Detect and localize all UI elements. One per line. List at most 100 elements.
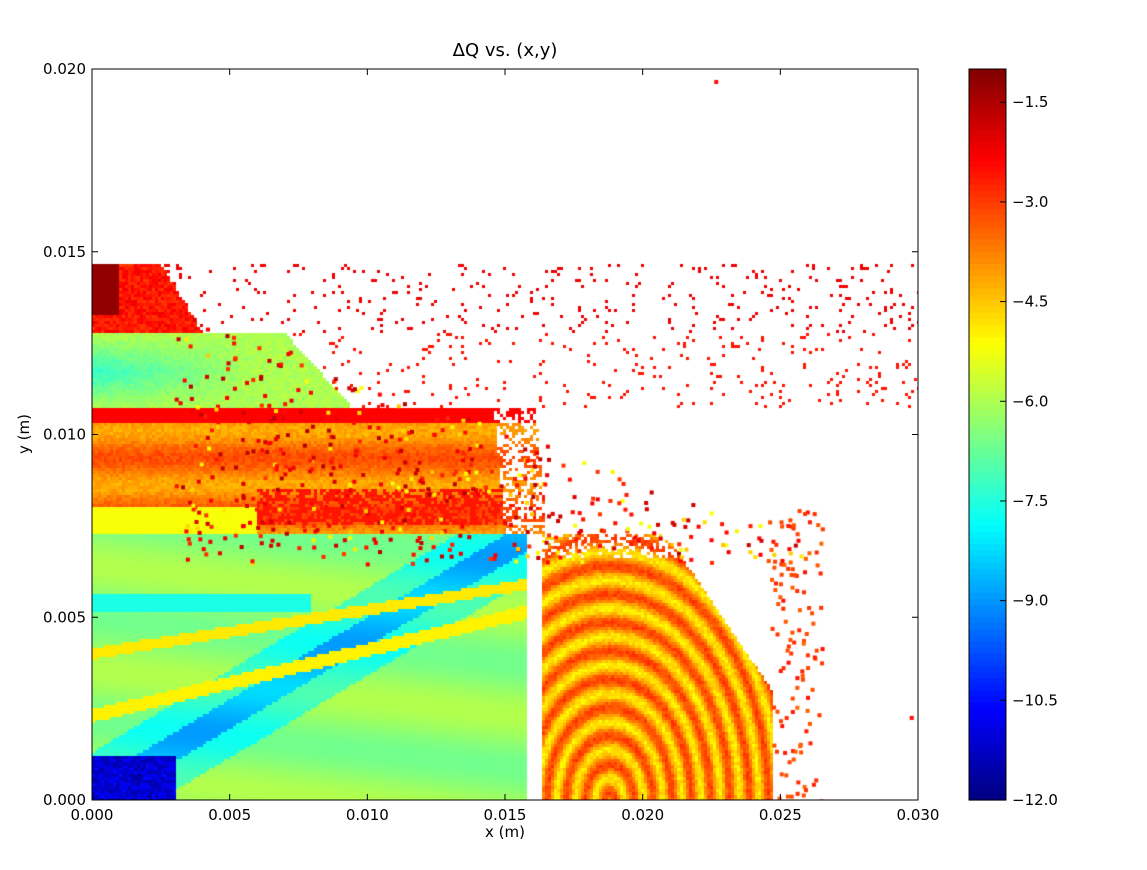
colorbar-segment (969, 574, 1006, 582)
colorbar-segment (969, 99, 1006, 107)
colorbar-segment (969, 300, 1006, 308)
colorbar-segment (969, 117, 1006, 125)
colorbar-segment (969, 647, 1006, 655)
colorbar-segment (969, 148, 1006, 155)
colorbar-tick-label: −4.5 (1012, 293, 1048, 311)
colorbar-segment (969, 592, 1006, 600)
colorbar-segment (969, 696, 1006, 704)
colorbar-segment (969, 611, 1006, 618)
colorbar-segment (969, 312, 1006, 320)
colorbar-segment (969, 136, 1006, 143)
x-axis: 0.000 0.005 0.010 0.015 0.020 0.025 0.030 (71, 69, 940, 824)
colorbar-segment (969, 598, 1006, 606)
colorbar-segment (969, 605, 1006, 612)
colorbar-segment (969, 653, 1006, 661)
y-tick-label: 0.005 (43, 608, 86, 626)
x-tick-label: 0.020 (621, 806, 664, 824)
colorbar-segment (969, 385, 1006, 393)
colorbar-segment (969, 550, 1006, 557)
heatmap-plot-area (92, 69, 918, 800)
colorbar-segment (969, 629, 1006, 637)
colorbar-tick-label: −6.0 (1012, 392, 1048, 410)
colorbar-segment (969, 87, 1006, 94)
y-tick-label: 0.020 (43, 60, 86, 78)
colorbar-segment (969, 568, 1006, 576)
colorbar-segment (969, 397, 1006, 405)
colorbar-segment (969, 769, 1006, 777)
colorbar-segment (969, 221, 1006, 228)
colorbar-segment (969, 446, 1006, 454)
colorbar-segment (969, 355, 1006, 362)
x-tick-label: 0.030 (897, 806, 940, 824)
x-tick-label: 0.015 (484, 806, 527, 824)
colorbar-segment (969, 337, 1006, 344)
x-tick-label: 0.025 (759, 806, 802, 824)
colorbar-segment (969, 422, 1006, 430)
colorbar-segment (969, 190, 1006, 198)
colorbar-segment (969, 757, 1006, 765)
colorbar-segment (969, 726, 1006, 734)
colorbar-segment (969, 751, 1006, 758)
colorbar-segment (969, 105, 1006, 113)
colorbar-segment (969, 81, 1006, 88)
colorbar-segment (969, 379, 1006, 387)
colorbar-segment (969, 270, 1006, 277)
colorbar-segment (969, 623, 1006, 631)
colorbar-segment (969, 209, 1006, 216)
x-tick-label: 0.010 (346, 806, 389, 824)
colorbar-segment (969, 111, 1006, 119)
x-axis-label: x (m) (485, 823, 525, 841)
colorbar-tick-label: −10.5 (1012, 691, 1058, 709)
colorbar-segment (969, 343, 1006, 350)
colorbar-segment (969, 787, 1006, 795)
colorbar-segment (969, 635, 1006, 643)
colorbar-segment (969, 318, 1006, 326)
y-tick-label: 0.010 (43, 426, 86, 444)
heatmap-image (92, 69, 918, 800)
colorbar-segment (969, 349, 1006, 356)
colorbar-segment (969, 519, 1006, 527)
colorbar-tick-label: −9.0 (1012, 592, 1048, 610)
colorbar-segment (969, 288, 1006, 295)
colorbar-segment (969, 69, 1006, 76)
colorbar-segment (969, 434, 1006, 442)
colorbar-segment (969, 245, 1006, 253)
colorbar-segment (969, 154, 1006, 161)
colorbar-segment (969, 464, 1006, 472)
colorbar-segment (969, 544, 1006, 551)
colorbar-segment (969, 538, 1006, 545)
colorbar-segment (969, 471, 1006, 478)
colorbar-segment (969, 172, 1006, 180)
colorbar-segment (969, 641, 1006, 649)
colorbar-segment (969, 531, 1006, 539)
colorbar-segment (969, 720, 1006, 728)
colorbar-segment (969, 739, 1006, 746)
colorbar-segment (969, 129, 1006, 137)
colorbar-segment (969, 410, 1006, 417)
colorbar-segment (969, 702, 1006, 710)
colorbar-segment (969, 215, 1006, 222)
colorbar-segment (969, 793, 1006, 801)
colorbar-segment (969, 257, 1006, 265)
colorbar-segment (969, 562, 1006, 570)
colorbar-segment (969, 501, 1006, 509)
colorbar-segment (969, 525, 1006, 533)
colorbar-tick-label: −3.0 (1012, 193, 1048, 211)
colorbar-segment (969, 665, 1006, 673)
colorbar-segment (969, 672, 1006, 679)
colorbar-segment (969, 142, 1006, 149)
colorbar-segment (969, 367, 1006, 375)
x-tick-label: 0.005 (208, 806, 251, 824)
colorbar-segment (969, 781, 1006, 789)
colorbar-segment (969, 294, 1006, 302)
colorbar-segment (969, 489, 1006, 497)
colorbar-segment (969, 233, 1006, 241)
chart-title: ΔQ vs. (x,y) (453, 40, 558, 61)
colorbar-segment (969, 684, 1006, 691)
colorbar-segment (969, 659, 1006, 667)
colorbar-segment (969, 428, 1006, 436)
colorbar-segment (969, 203, 1006, 210)
x-tick-label: 0.000 (71, 806, 114, 824)
colorbar-segment (969, 440, 1006, 448)
